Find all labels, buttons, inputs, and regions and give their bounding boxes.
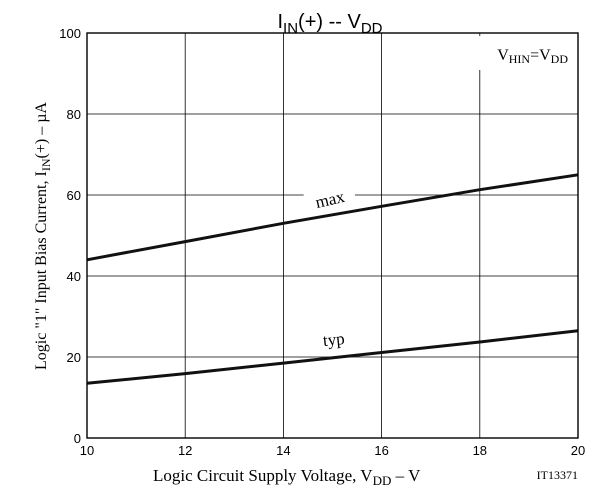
y-tick-label: 100	[59, 26, 81, 41]
x-tick-label: 12	[178, 443, 192, 458]
x-axis-label: Logic Circuit Supply Voltage, VDD – V	[153, 466, 421, 488]
x-tick-label: 18	[473, 443, 487, 458]
max-label-bg	[302, 179, 358, 217]
x-tick-label: 20	[571, 443, 585, 458]
y-tick-label: 0	[74, 431, 81, 446]
x-tick-label: 14	[276, 443, 290, 458]
condition-eq: =V	[530, 47, 551, 64]
ylabel-sub: IN	[39, 158, 53, 171]
series-label-typ: typ	[322, 329, 346, 350]
y-tick-label: 40	[67, 269, 81, 284]
y-tick-label: 60	[67, 188, 81, 203]
ylabel-rest: (+) – µA	[33, 102, 50, 159]
ylabel-base: Logic "1" Input Bias Current, I	[33, 171, 50, 370]
xlabel-base: Logic Circuit Supply Voltage, V	[153, 466, 373, 485]
series-line-max	[86, 173, 579, 262]
condition-s1: HIN	[509, 52, 531, 66]
y-tick-label: 80	[67, 107, 81, 122]
xlabel-sub: DD	[373, 473, 392, 488]
x-tick-label: 16	[374, 443, 388, 458]
title-sub: IN	[283, 20, 298, 37]
typ-label-bg	[308, 324, 360, 356]
y-tick-label: 20	[67, 350, 81, 365]
plot-frame	[86, 32, 579, 439]
title-sub2: DD	[361, 20, 383, 37]
series-line-typ	[86, 329, 579, 385]
title-base: I	[277, 11, 283, 33]
condition-label: VHIN=VDD	[497, 47, 568, 66]
figure-code: IT13371	[537, 468, 578, 482]
condition-v1: V	[497, 47, 509, 64]
series-lines	[86, 173, 579, 385]
title-rest: (+) -- V	[298, 11, 361, 33]
condition-box	[450, 36, 574, 70]
x-tick-label: 10	[80, 443, 94, 458]
tick-labels: 10 12 14 16 18 20 0 20 40 60 80 100	[59, 26, 585, 458]
condition-s2: DD	[551, 52, 569, 66]
xlabel-rest: – V	[391, 466, 421, 485]
y-axis-label: Logic "1" Input Bias Current, IIN(+) – µ…	[33, 102, 53, 370]
